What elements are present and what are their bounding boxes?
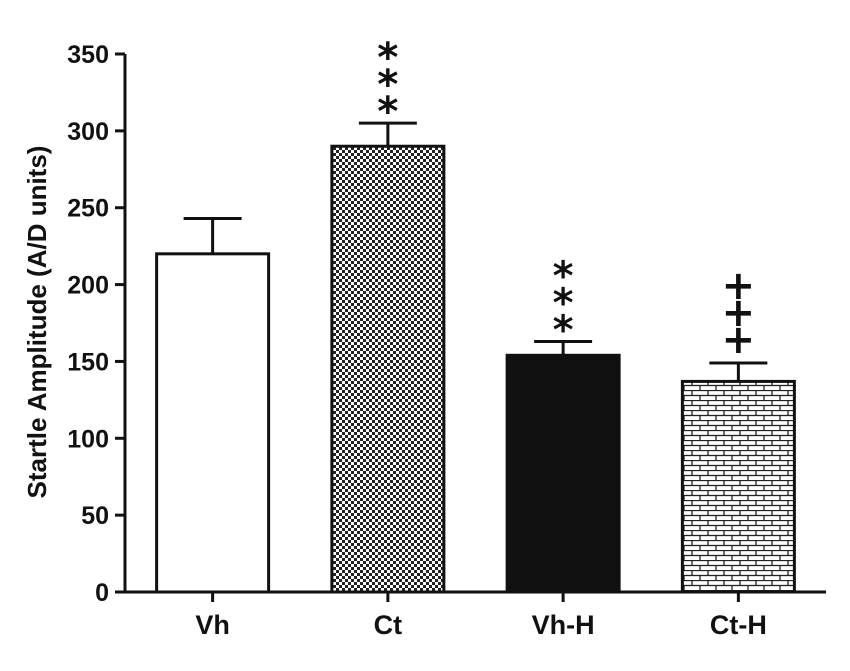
x-category-label: Vh xyxy=(195,610,230,640)
y-tick-label: 0 xyxy=(95,579,109,607)
y-tick-label: 100 xyxy=(67,425,109,453)
y-axis: 0 50 100 150 200 250 300 350 xyxy=(67,41,127,607)
bar-vh xyxy=(155,252,271,594)
bars xyxy=(155,121,796,594)
bar-vh-h xyxy=(505,353,621,594)
x-category-label: Vh-H xyxy=(532,610,595,640)
significance-marker: * * * xyxy=(377,35,398,135)
y-tick-label: 150 xyxy=(67,348,109,376)
y-axis-title: Startle Amplitude (A/D units) xyxy=(22,146,52,499)
significance-marker: * * * xyxy=(553,253,574,353)
significance-marker: + + + xyxy=(722,263,756,363)
x-category-label: Ct-H xyxy=(710,610,767,640)
y-tick-label: 300 xyxy=(67,118,109,146)
bar-ct xyxy=(330,144,446,594)
x-category-label: Ct xyxy=(374,610,403,640)
y-tick-label: 250 xyxy=(67,195,109,223)
y-tick-label: 50 xyxy=(81,502,109,530)
x-axis: Vh Ct Vh-H Ct-H xyxy=(125,590,826,640)
significance-annotations: * * ** * ** * *+ + + xyxy=(377,35,755,363)
y-tick-label: 200 xyxy=(67,272,109,300)
y-tick-label: 350 xyxy=(67,41,109,69)
bar-ct-h xyxy=(680,379,796,594)
significance-marker: * * * xyxy=(377,35,398,135)
